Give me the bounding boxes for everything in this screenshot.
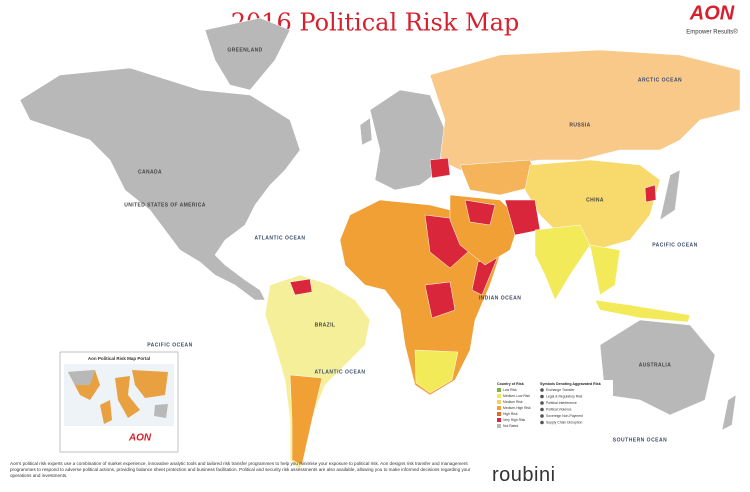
ocean-label: ATLANTIC OCEAN xyxy=(314,369,365,375)
inset-map xyxy=(68,370,168,418)
symbol-icon xyxy=(540,401,544,405)
legend-swatch xyxy=(497,424,501,428)
symbol-label: Supply Chain Disruption xyxy=(546,420,582,424)
legend: Country of Risk Symbols Denoting Aggrava… xyxy=(493,380,613,434)
central-asia xyxy=(459,159,541,196)
legend-swatch xyxy=(497,400,501,404)
symbol-label: Political Violence xyxy=(546,407,572,411)
country-label: CHINA xyxy=(586,197,604,203)
inset-brand: AON xyxy=(128,433,152,444)
ocean-label: PACIFIC OCEAN xyxy=(147,342,193,348)
south-america xyxy=(264,274,371,471)
middle-east xyxy=(449,194,521,266)
legend-label: Low Risk xyxy=(503,388,517,392)
country-label: AUSTRALIA xyxy=(639,362,672,368)
legend-label: High Risk xyxy=(503,412,518,416)
partner-logo: roubini xyxy=(492,464,556,486)
ocean-label: ARCTIC OCEAN xyxy=(638,77,682,83)
legend-label: Medium-High Risk xyxy=(503,406,531,410)
symbol-icon xyxy=(540,407,544,412)
tagline: Empower Results® xyxy=(686,29,738,36)
symbol-icon xyxy=(540,388,544,392)
legend-label: Medium-Low Risk xyxy=(503,394,530,398)
country-label: BRAZIL xyxy=(315,322,336,328)
symbol-label: Political Interference xyxy=(546,401,577,405)
symbol-icon xyxy=(540,394,544,399)
legend-swatch xyxy=(497,412,501,416)
legend-swatch xyxy=(497,418,501,422)
indonesia xyxy=(594,299,691,323)
legend-box xyxy=(493,380,613,434)
legend-swatch xyxy=(497,406,501,410)
greenland xyxy=(204,17,291,91)
south-east-asia xyxy=(589,244,621,296)
syria-iraq xyxy=(464,199,496,226)
japan xyxy=(659,169,681,221)
inset-title: Aon Political Risk Map Portal xyxy=(88,356,150,361)
legend-label: Not Rated xyxy=(503,424,518,428)
venezuela xyxy=(289,278,313,296)
uk xyxy=(359,117,373,146)
symbol-icon xyxy=(540,420,544,425)
legend-label: Medium Risk xyxy=(503,400,523,404)
legend-label: Very High Risk xyxy=(503,418,526,422)
india xyxy=(534,224,591,301)
symbol-icon xyxy=(540,414,544,418)
europe xyxy=(369,89,446,191)
land xyxy=(19,17,741,471)
australia xyxy=(599,319,716,416)
country-label: RUSSIA xyxy=(569,122,590,128)
country-label: CANADA xyxy=(138,169,162,175)
southern-africa xyxy=(414,349,459,394)
legend-swatch xyxy=(497,388,501,392)
footer-text: Aon's political risk experts use a combi… xyxy=(10,461,471,479)
country-label: UNITED STATES OF AMERICA xyxy=(124,202,205,208)
russia xyxy=(429,49,741,171)
north-korea xyxy=(644,184,657,203)
north-america xyxy=(19,67,301,301)
ocean-label: INDIAN OCEAN xyxy=(479,295,522,301)
symbol-label: Legal & Regulatory Risk xyxy=(546,394,583,398)
brand-logo: AON xyxy=(689,2,735,24)
central-africa xyxy=(424,281,456,319)
legend-title: Country of Risk xyxy=(497,382,524,386)
ocean-label: PACIFIC OCEAN xyxy=(652,242,698,248)
symbol-label: Sovereign Non-Payment xyxy=(546,414,583,418)
inset-map xyxy=(68,370,168,424)
legend-swatch xyxy=(497,394,501,398)
ocean-label: ATLANTIC OCEAN xyxy=(254,235,305,241)
symbol-label: Exchange Transfer xyxy=(546,388,575,392)
argentina xyxy=(289,374,323,466)
country-label: GREENLAND xyxy=(227,47,262,53)
symbols-title: Symbols Denoting Aggravated Risk xyxy=(540,382,601,386)
new-zealand xyxy=(721,394,737,431)
ukraine xyxy=(429,157,451,179)
inset-portal: Aon Political Risk Map Portal AON xyxy=(59,351,179,453)
ocean-label: SOUTHERN OCEAN xyxy=(613,437,668,443)
